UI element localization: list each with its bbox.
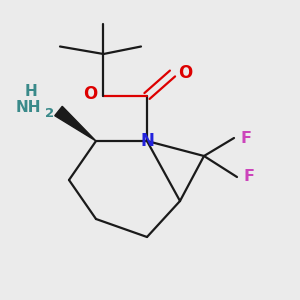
Text: 2: 2 [45, 107, 54, 120]
Text: O: O [83, 85, 98, 103]
Text: O: O [178, 64, 193, 82]
Text: F: F [241, 131, 252, 146]
Polygon shape [55, 106, 96, 141]
Text: F: F [244, 169, 255, 184]
Text: N: N [140, 132, 154, 150]
Text: NH: NH [16, 100, 41, 116]
Text: H: H [25, 84, 38, 99]
